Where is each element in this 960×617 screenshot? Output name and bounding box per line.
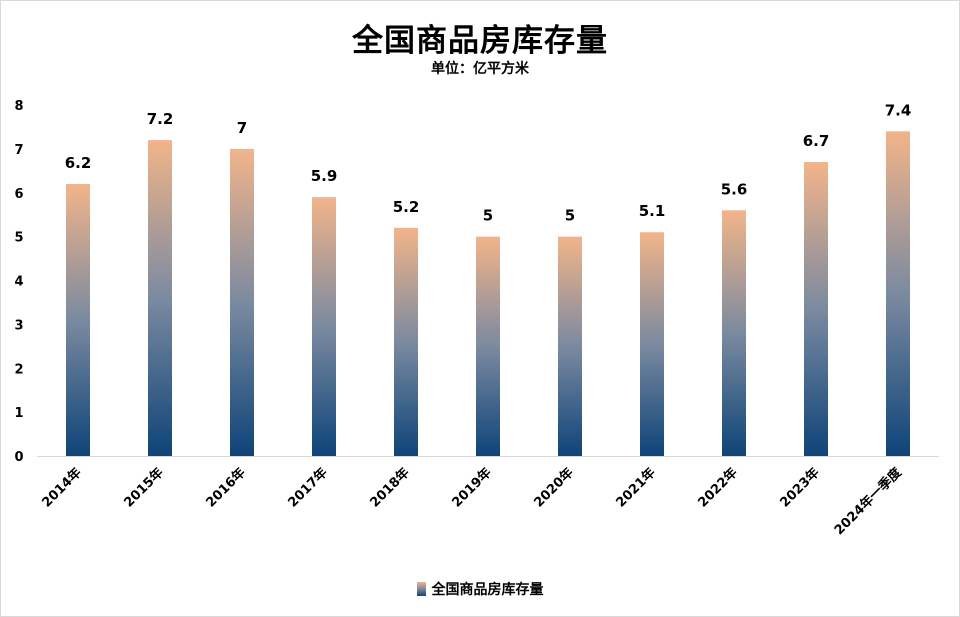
bar	[476, 236, 500, 456]
chart-title: 全国商品房库存量	[352, 23, 608, 59]
data-labels: 6.2 7.2 7 5.9 5.2 5 5 5.1 5.6 6.7 7.4	[65, 101, 912, 224]
y-tick-label: 2	[14, 362, 23, 377]
bar-value-label: 7.4	[885, 101, 912, 119]
bar-value-label: 7.2	[147, 110, 174, 128]
bar	[312, 197, 336, 456]
bar	[230, 148, 254, 456]
y-tick-label: 6	[14, 187, 23, 202]
x-tick-label: 2021年	[613, 465, 659, 511]
y-tick-label: 7	[14, 143, 23, 158]
bar-value-label: 5.1	[639, 202, 666, 220]
legend-label: 全国商品房库存量	[431, 582, 544, 598]
x-tick-label: 2024年一季度	[831, 464, 905, 538]
bar-value-label: 5.6	[721, 180, 748, 198]
y-tick-label: 5	[14, 231, 23, 246]
bar	[66, 183, 90, 456]
x-tick-label: 2014年	[39, 465, 85, 511]
bar-value-label: 5	[483, 207, 493, 225]
bar-value-label: 6.2	[65, 154, 92, 172]
x-axis: 2014年 2015年 2016年 2017年 2018年 2019年 2020年 2021年…	[39, 464, 906, 538]
legend: 全国商品房库存量	[1, 579, 959, 599]
bar-value-label: 7	[237, 119, 247, 137]
bar	[640, 232, 664, 456]
y-tick-label: 0	[14, 450, 23, 465]
bar	[722, 210, 746, 456]
bar	[558, 236, 582, 456]
x-tick-label: 2017年	[285, 465, 331, 511]
y-tick-label: 1	[14, 406, 23, 421]
x-tick-label: 2015年	[121, 465, 167, 511]
bar-value-label: 5	[565, 207, 575, 225]
y-axis: 0 1 2 3 4 5 6 7 8	[14, 99, 23, 465]
x-tick-label: 2018年	[367, 465, 413, 511]
x-tick-label: 2020年	[531, 465, 577, 511]
x-tick-label: 2023年	[777, 465, 823, 511]
x-tick-label: 2016年	[203, 465, 249, 511]
y-tick-label: 8	[14, 99, 23, 114]
bar-value-label: 6.7	[803, 132, 830, 150]
x-tick-label: 2022年	[695, 465, 741, 511]
y-tick-label: 3	[14, 318, 23, 333]
bar-value-label: 5.2	[393, 198, 420, 216]
bar-value-label: 5.9	[311, 167, 338, 185]
bar	[148, 140, 172, 456]
bar-chart-plot: 0 1 2 3 4 5 6 7 8 6.2 7.2 7 5.9 5.2 5 5 5.1 5.6 6.7 7.4 20…	[14, 99, 939, 538]
chart-subtitle: 单位：亿平方米	[431, 61, 529, 77]
legend-swatch	[416, 582, 426, 596]
bar	[886, 131, 910, 456]
bar	[804, 162, 828, 456]
x-tick-label: 2019年	[449, 465, 495, 511]
y-tick-label: 4	[14, 275, 23, 290]
bar-series	[66, 131, 910, 456]
bar	[394, 227, 418, 456]
